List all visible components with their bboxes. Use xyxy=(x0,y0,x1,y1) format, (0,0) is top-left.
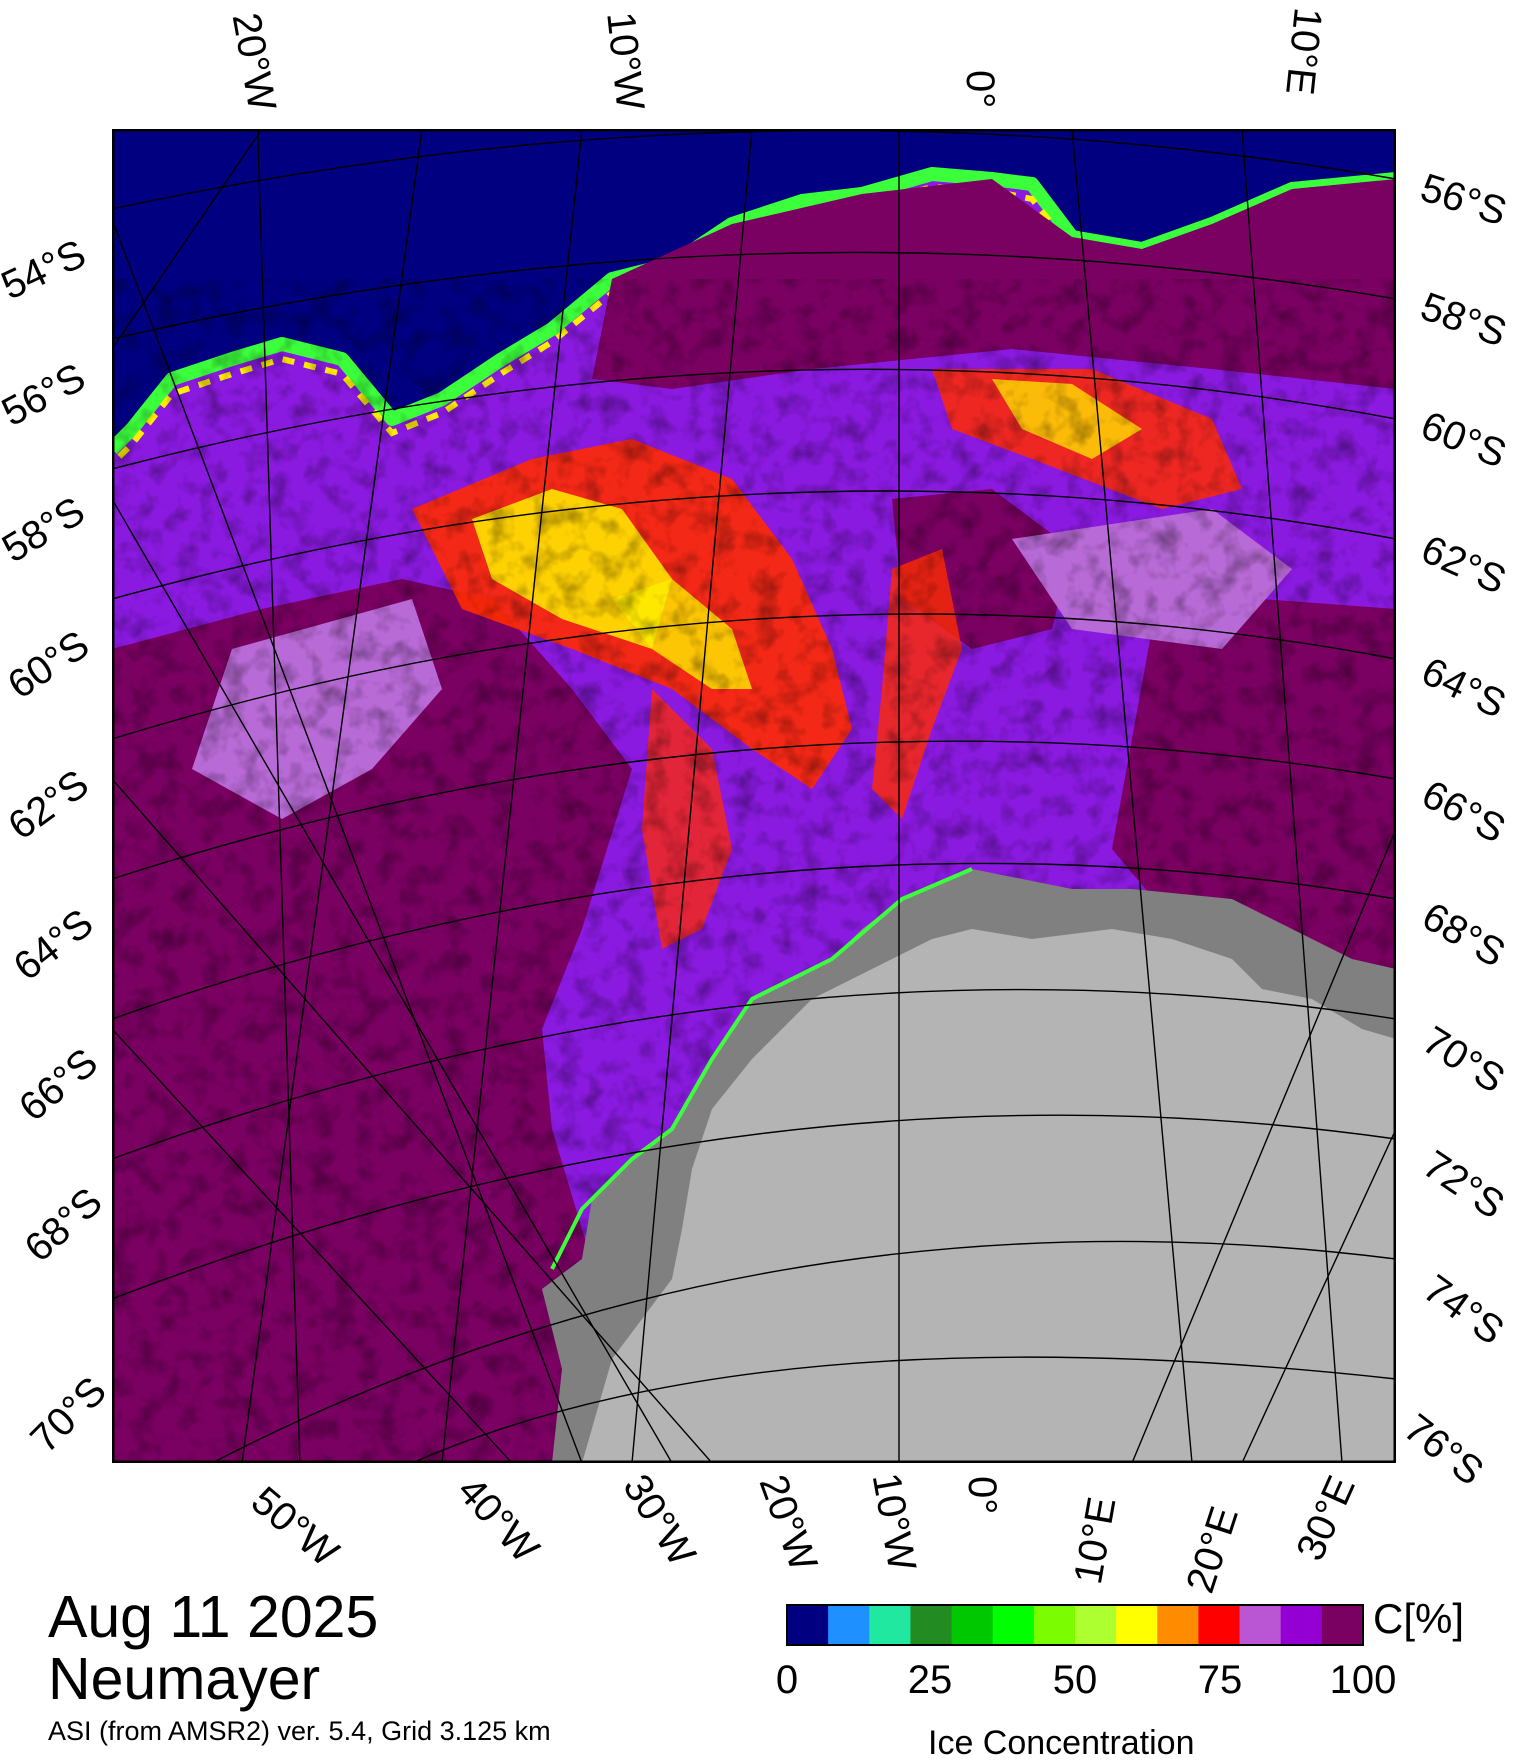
graticule-meridians xyxy=(112,129,1396,1463)
lon-label-bottom: 30°E xyxy=(1288,1469,1364,1568)
colorbar-tick: 25 xyxy=(907,1658,953,1702)
sea-ice-map xyxy=(112,129,1396,1463)
map-date: Aug 11 2025 xyxy=(48,1584,379,1650)
colorbar-segment xyxy=(869,1605,911,1645)
data-source: ASI (from AMSR2) ver. 5.4, Grid 3.125 km xyxy=(48,1716,551,1746)
lat-label-right: 70°S xyxy=(1414,1018,1513,1102)
lat-label-left: 64°S xyxy=(5,900,102,990)
lat-label-left: 70°S xyxy=(22,1368,115,1462)
lon-label-bottom: 40°W xyxy=(448,1468,548,1572)
lat-label-right: 56°S xyxy=(1415,165,1512,235)
map-frame xyxy=(112,129,1396,1463)
lon-label-top: 20°W xyxy=(223,9,285,115)
lat-label-left: 54°S xyxy=(0,231,93,309)
lat-label-left: 60°S xyxy=(0,622,98,708)
colorbar-segment xyxy=(1239,1605,1282,1645)
lon-label-bottom: 20°E xyxy=(1178,1501,1247,1598)
colorbar-segment xyxy=(1157,1605,1199,1645)
lat-label-right: 62°S xyxy=(1414,527,1513,603)
lon-label-top: 10°E xyxy=(1277,5,1330,97)
colorbar-segment xyxy=(1198,1605,1241,1645)
lat-label-left: 58°S xyxy=(0,488,93,572)
colorbar-tick: 100 xyxy=(1329,1658,1397,1702)
lat-label-left: 66°S xyxy=(11,1040,107,1130)
colorbar-segment xyxy=(828,1605,870,1645)
colorbar-frame xyxy=(786,1604,1364,1646)
lon-label-bottom: 10°W xyxy=(863,1469,925,1575)
colorbar-segment xyxy=(1116,1605,1158,1645)
colorbar-segment xyxy=(910,1605,953,1645)
lon-label-top: 10°W xyxy=(598,9,653,113)
lat-label-right: 74°S xyxy=(1415,1266,1512,1354)
colorbar-segment xyxy=(1075,1605,1117,1645)
lat-label-right: 66°S xyxy=(1414,772,1513,852)
lat-label-left: 62°S xyxy=(0,761,97,849)
colorbar-segment xyxy=(992,1605,1035,1645)
colorbar-segment xyxy=(951,1605,994,1645)
colorbar-tick: 50 xyxy=(1052,1658,1098,1702)
station-name: Neumayer xyxy=(48,1646,321,1712)
lat-label-left: 56°S xyxy=(0,355,93,435)
graticule-parallels xyxy=(112,129,1396,1463)
antarctic-land xyxy=(582,929,1396,1463)
lat-label-right: 60°S xyxy=(1414,403,1513,477)
colorbar xyxy=(786,1604,1364,1646)
lon-label-bottom: 30°W xyxy=(614,1466,704,1574)
colorbar-unit: C[%] xyxy=(1373,1595,1465,1642)
colorbar-segment xyxy=(1280,1605,1323,1645)
lon-label-bottom: 10°E xyxy=(1066,1493,1125,1588)
colorbar-segment xyxy=(1033,1605,1076,1645)
lon-label-top: 0° xyxy=(958,70,1002,109)
colorbar-segment xyxy=(787,1605,829,1645)
lat-label-left: 68°S xyxy=(16,1179,111,1271)
lat-label-right: 72°S xyxy=(1415,1142,1513,1228)
lon-label-bottom: 50°W xyxy=(243,1478,347,1576)
colorbar-title: Ice Concentration xyxy=(928,1724,1195,1762)
lat-label-right: 58°S xyxy=(1415,284,1513,356)
colorbar-tick: 0 xyxy=(775,1658,799,1702)
colorbar-segment xyxy=(1321,1605,1364,1645)
lat-label-right: 64°S xyxy=(1414,649,1513,727)
lon-label-bottom: 0° xyxy=(960,1476,1004,1515)
lat-label-right: 76°S xyxy=(1395,1405,1492,1495)
lon-label-bottom: 20°W xyxy=(750,1469,826,1577)
lat-label-right: 68°S xyxy=(1414,894,1513,976)
colorbar-tick: 75 xyxy=(1197,1658,1243,1702)
